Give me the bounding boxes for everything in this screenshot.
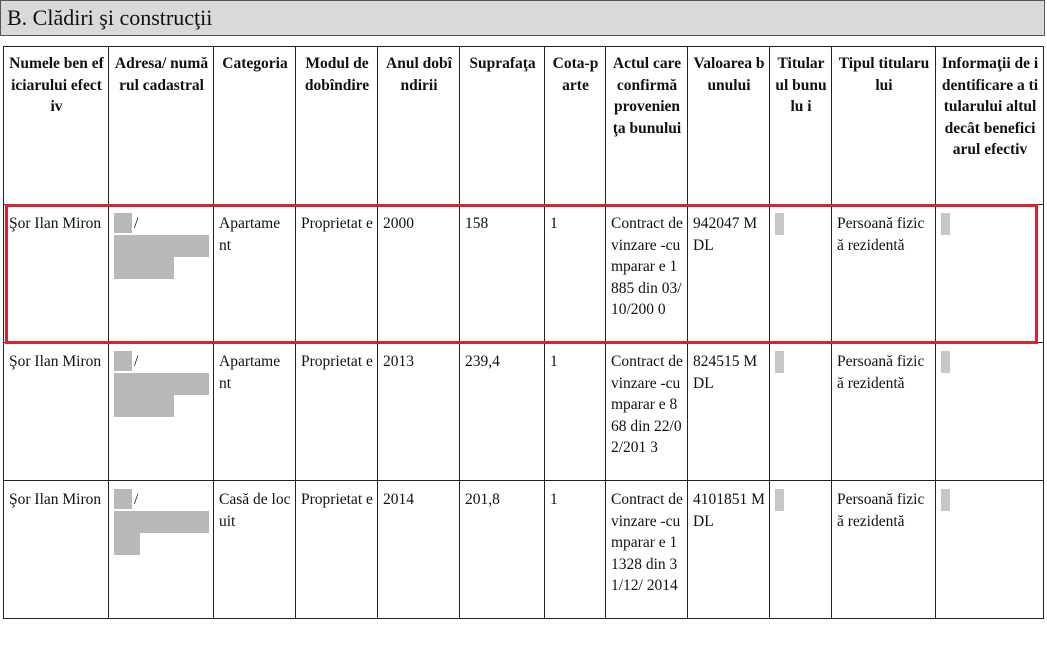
table-row: Şor Ilan Miron / Apartame nt Proprietat … bbox=[3, 204, 1044, 343]
redaction-block bbox=[775, 213, 784, 235]
cell-holder-type: Persoană fizică rezidentă bbox=[831, 204, 936, 343]
redaction-block bbox=[775, 351, 784, 373]
cell-share: 1 bbox=[544, 342, 606, 481]
cell-name: Şor Ilan Miron bbox=[3, 480, 109, 619]
col-header-holder-type: Tipul titularului bbox=[831, 46, 936, 205]
table-header-row: Numele ben eficiarului efectiv Adresa/ n… bbox=[3, 46, 1044, 205]
cell-name: Şor Ilan Miron bbox=[3, 342, 109, 481]
buildings-table: Numele ben eficiarului efectiv Adresa/ n… bbox=[3, 46, 1044, 619]
cell-holder-type: Persoană fizică rezidentă bbox=[831, 480, 936, 619]
redaction-block bbox=[941, 351, 950, 373]
address-separator: / bbox=[134, 353, 139, 370]
cell-year: 2013 bbox=[377, 342, 460, 481]
redaction-block bbox=[114, 489, 132, 509]
col-header-category: Categoria bbox=[213, 46, 296, 205]
cell-area: 239,4 bbox=[459, 342, 545, 481]
col-header-address: Adresa/ numărul cadastral bbox=[108, 46, 214, 205]
cell-year: 2000 bbox=[377, 204, 460, 343]
cell-acquisition-mode: Proprietat e bbox=[295, 204, 378, 343]
redaction-block bbox=[114, 394, 174, 417]
col-header-document: Actul care confirmă provenien ţa bunului bbox=[605, 46, 688, 205]
cell-share: 1 bbox=[544, 480, 606, 619]
cell-acquisition-mode: Proprietat e bbox=[295, 342, 378, 481]
redaction-block bbox=[775, 489, 784, 511]
col-header-area: Suprafaţa bbox=[459, 46, 545, 205]
table-row: Şor Ilan Miron / Apartame nt Proprietat … bbox=[3, 342, 1044, 481]
address-separator: / bbox=[134, 491, 139, 508]
cell-holder-info bbox=[935, 204, 1044, 343]
cell-value: 942047 MDL bbox=[687, 204, 770, 343]
redaction-block bbox=[114, 510, 209, 533]
section-title: B. Clădiri şi construcţii bbox=[0, 0, 1045, 36]
cell-category: Apartame nt bbox=[213, 204, 296, 343]
cell-share: 1 bbox=[544, 204, 606, 343]
cell-category: Casă de locuit bbox=[213, 480, 296, 619]
redaction-block bbox=[114, 532, 140, 555]
cell-value: 824515 MDL bbox=[687, 342, 770, 481]
redaction-block bbox=[114, 256, 174, 279]
cell-value: 4101851 MDL bbox=[687, 480, 770, 619]
cell-document: Contract de vinzare -cumparar e 868 din … bbox=[605, 342, 688, 481]
cell-category: Apartame nt bbox=[213, 342, 296, 481]
cell-year: 2014 bbox=[377, 480, 460, 619]
cell-address: / bbox=[108, 480, 214, 619]
redaction-block bbox=[941, 489, 950, 511]
col-header-value: Valoarea bunului bbox=[687, 46, 770, 205]
redaction-block bbox=[114, 234, 209, 257]
cell-holder bbox=[769, 342, 832, 481]
cell-address: / bbox=[108, 204, 214, 343]
cell-area: 158 bbox=[459, 204, 545, 343]
col-header-beneficiary-name: Numele ben eficiarului efectiv bbox=[3, 46, 109, 205]
cell-acquisition-mode: Proprietat e bbox=[295, 480, 378, 619]
redaction-block bbox=[941, 213, 950, 235]
cell-holder-info bbox=[935, 480, 1044, 619]
address-separator: / bbox=[134, 215, 139, 232]
cell-holder-info bbox=[935, 342, 1044, 481]
cell-holder-type: Persoană fizică rezidentă bbox=[831, 342, 936, 481]
cell-name: Şor Ilan Miron bbox=[3, 204, 109, 343]
cell-holder bbox=[769, 480, 832, 619]
col-header-acquisition-mode: Modul de dobîndire bbox=[295, 46, 378, 205]
col-header-holder-info: Informaţii de identificare a titularului… bbox=[935, 46, 1044, 205]
table-row: Şor Ilan Miron / Casă de locuit Propriet… bbox=[3, 480, 1044, 619]
col-header-holder: Titular ul bunulu i bbox=[769, 46, 832, 205]
col-header-acquisition-year: Anul dobîndirii bbox=[377, 46, 460, 205]
cell-address: / bbox=[108, 342, 214, 481]
cell-holder bbox=[769, 204, 832, 343]
redaction-block bbox=[114, 372, 209, 395]
cell-document: Contract de vinzare -cumparar e 1885 din… bbox=[605, 204, 688, 343]
cell-document: Contract de vinzare -cumparar e 11328 di… bbox=[605, 480, 688, 619]
cell-area: 201,8 bbox=[459, 480, 545, 619]
redaction-block bbox=[114, 213, 132, 233]
col-header-share: Cota-parte bbox=[544, 46, 606, 205]
redaction-block bbox=[114, 351, 132, 371]
